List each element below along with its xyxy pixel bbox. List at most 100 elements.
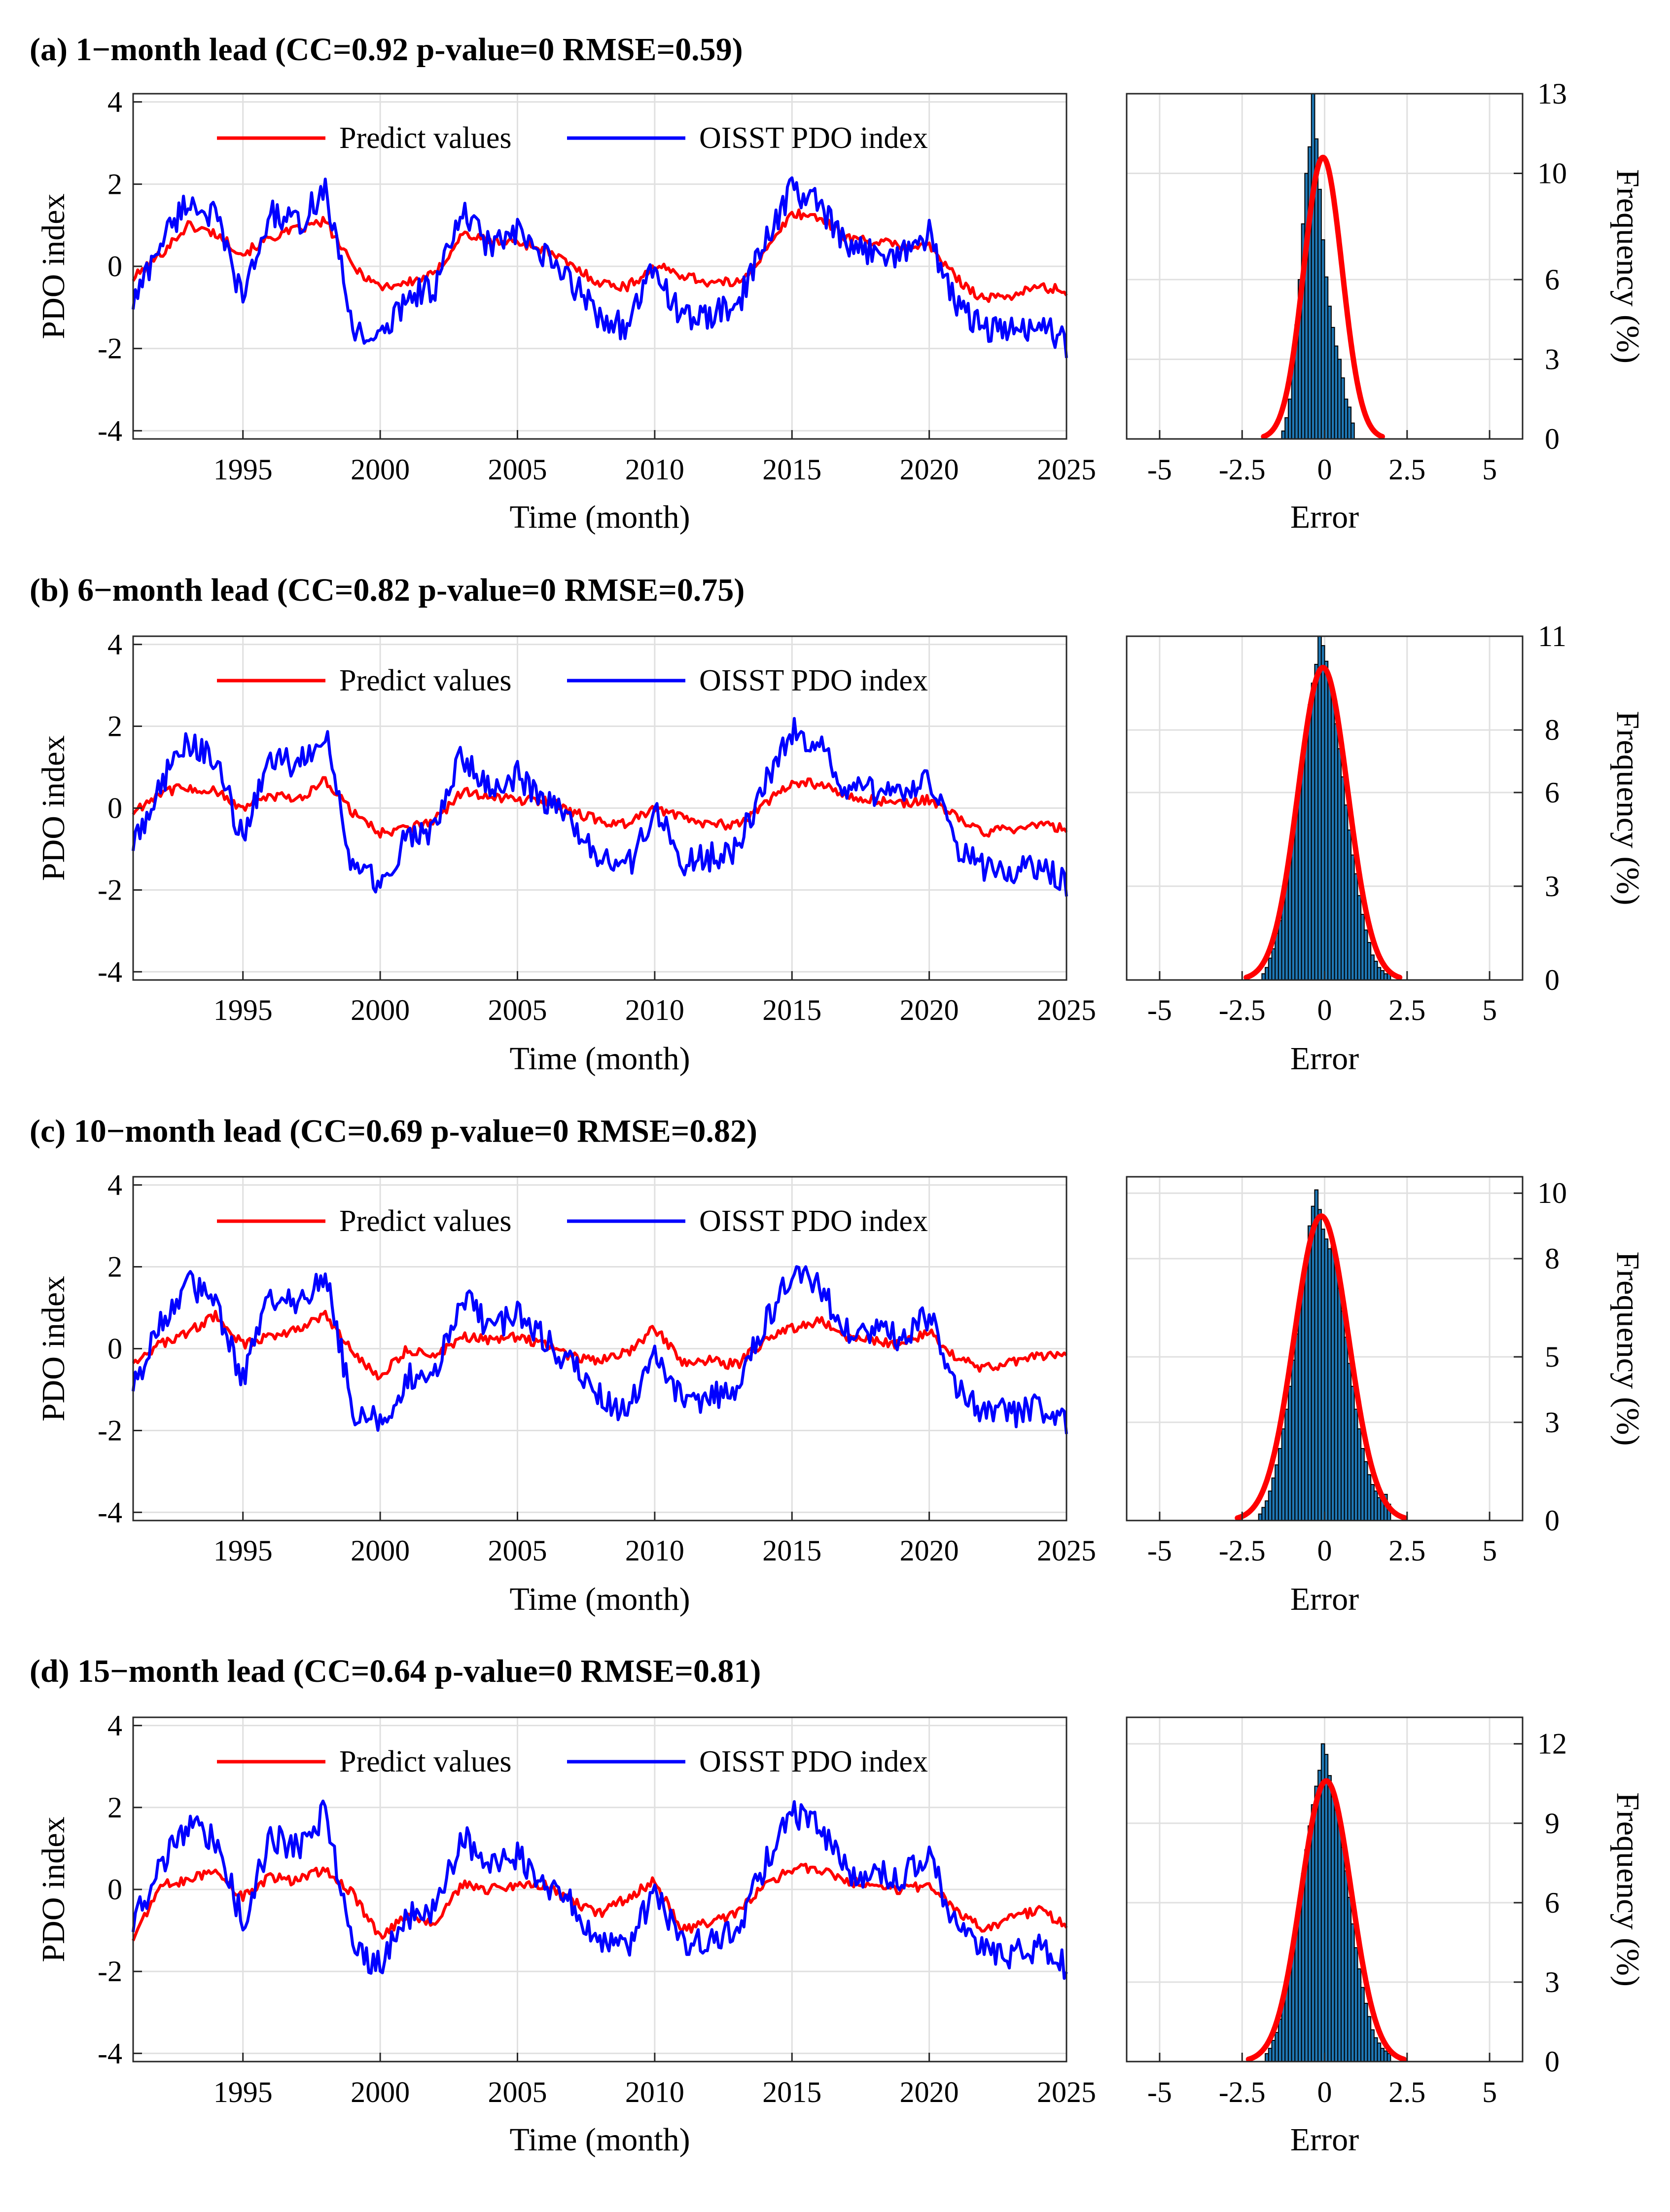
histogram-bar xyxy=(1330,326,1335,439)
histogram-bar xyxy=(1324,1238,1329,1521)
histogram-bar xyxy=(1363,929,1368,980)
predict-values-line xyxy=(132,776,1068,839)
x-tick-label: 2000 xyxy=(351,2076,410,2108)
histogram-bar xyxy=(1284,882,1289,981)
y-axis-label: PDO index xyxy=(36,1276,71,1421)
legend: Predict values OISST PDO index xyxy=(217,1745,928,1778)
hist-x-tick-label: 0 xyxy=(1317,2076,1332,2108)
histogram-bar xyxy=(1320,1229,1325,1521)
error-histogram: -5 -2.5 0 2.5 5 0 3 6 9 12 Error Frequency (%) xyxy=(1126,1716,1646,2158)
x-tick-label: 2020 xyxy=(900,453,959,486)
y-tick-label: 0 xyxy=(107,1333,122,1365)
histogram-bar xyxy=(1317,1770,1322,2062)
histogram-bar xyxy=(1360,913,1365,981)
histogram-bar xyxy=(1314,664,1319,980)
histogram-bar xyxy=(1314,1785,1319,2063)
x-tick-label: 2025 xyxy=(1037,994,1096,1026)
x-tick-label: 2020 xyxy=(900,1534,959,1567)
histogram-bar xyxy=(1320,645,1325,980)
x-tick-label: 2015 xyxy=(762,453,821,486)
histogram-bar xyxy=(1340,1310,1345,1521)
legend-label-predict: Predict values xyxy=(339,664,512,697)
error-histogram: -5 -2.5 0 2.5 5 0 3 6 8 11 Error Frequency (%) xyxy=(1126,620,1646,1077)
histogram-bar xyxy=(1383,2050,1388,2062)
time-series-chart: 1995 2000 2005 2010 2015 2020 2025 -4 -2 0 2 4 Time … xyxy=(36,1169,1096,1617)
histogram-bar xyxy=(1377,967,1382,980)
histogram-bar xyxy=(1304,1255,1309,1521)
histogram-bar xyxy=(1337,359,1342,440)
y-tick-label: -4 xyxy=(98,1496,122,1528)
histogram-bar xyxy=(1311,1205,1315,1522)
histogram-bar xyxy=(1268,2048,1273,2062)
hist-y-tick-label: 11 xyxy=(1538,620,1566,653)
hist-x-axis-label: Error xyxy=(1290,2122,1359,2158)
histogram-bar xyxy=(1386,2053,1391,2062)
panel-a: (a) 1−month lead (CC=0.92 p-value=0 RMSE… xyxy=(30,32,1646,535)
hist-x-tick-label: 0 xyxy=(1317,994,1332,1026)
histogram-bar xyxy=(1334,345,1339,439)
histogram-bar xyxy=(1258,1513,1263,1522)
panel-title: (c) 10−month lead (CC=0.69 p-value=0 RMS… xyxy=(30,1113,757,1149)
hist-y-tick-label: 0 xyxy=(1545,2045,1560,2078)
histogram-bar xyxy=(1324,276,1329,439)
hist-x-tick-label: 2.5 xyxy=(1388,994,1425,1026)
time-series-chart: 1995 2000 2005 2010 2015 2020 2025 -4 -2 0 2 4 Time … xyxy=(36,86,1096,535)
hist-y-axis-label: Frequency (%) xyxy=(1610,1792,1646,1987)
histogram-bar xyxy=(1357,1968,1362,2062)
histogram-bar xyxy=(1278,920,1282,981)
normal-fit-curve xyxy=(1245,1778,1407,2062)
histogram-bar xyxy=(1340,776,1345,980)
y-tick-label: 2 xyxy=(107,1251,122,1283)
x-tick-label: 2005 xyxy=(488,1534,547,1567)
legend-label-oisst: OISST PDO index xyxy=(699,1745,928,1778)
legend: Predict values OISST PDO index xyxy=(217,121,928,155)
legend: Predict values OISST PDO index xyxy=(217,664,928,697)
hist-y-tick-label: 6 xyxy=(1545,1886,1560,1919)
hist-x-tick-label: 0 xyxy=(1317,453,1332,486)
hist-y-tick-label: 0 xyxy=(1545,964,1560,996)
normal-fit-curve xyxy=(1244,664,1403,980)
histogram-bar xyxy=(1350,422,1355,440)
hist-x-tick-label: -2.5 xyxy=(1219,453,1266,486)
histogram-bar xyxy=(1367,942,1372,980)
x-tick-label: 2010 xyxy=(625,453,684,486)
histogram-bar xyxy=(1360,1448,1365,1522)
histogram-bar xyxy=(1370,2029,1375,2063)
histogram-bar xyxy=(1278,2019,1282,2062)
x-tick-label: 1995 xyxy=(213,1534,273,1567)
histogram-bar xyxy=(1340,1847,1345,2062)
panel-title: (b) 6−month lead (CC=0.82 p-value=0 RMSE… xyxy=(30,572,745,608)
histogram-bar xyxy=(1261,1507,1266,1521)
hist-x-tick-label: -2.5 xyxy=(1219,2076,1266,2108)
histogram-bar xyxy=(1308,1825,1312,2062)
y-tick-label: -4 xyxy=(98,414,122,447)
histogram-bar xyxy=(1337,1287,1342,1522)
time-series-chart: 1995 2000 2005 2010 2015 2020 2025 -4 -2 0 2 4 Time … xyxy=(36,628,1096,1077)
hist-y-tick-label: 13 xyxy=(1537,77,1567,110)
y-axis-label: PDO index xyxy=(36,193,71,339)
histogram-bar xyxy=(1287,399,1292,440)
hist-y-tick-label: 12 xyxy=(1537,1728,1567,1760)
histogram-bar xyxy=(1330,1245,1335,1521)
x-tick-label: 2015 xyxy=(762,1534,821,1567)
histogram-bar xyxy=(1334,1265,1339,1521)
y-tick-label: 4 xyxy=(107,1169,122,1201)
histogram-bar xyxy=(1327,679,1332,980)
histogram-bar xyxy=(1370,1484,1375,1522)
x-tick-label: 2005 xyxy=(488,2076,547,2108)
x-tick-label: 1995 xyxy=(213,2076,273,2108)
histogram-bar xyxy=(1308,704,1312,980)
hist-x-tick-label: -2.5 xyxy=(1219,1534,1266,1567)
histogram-bar xyxy=(1347,406,1352,440)
hist-y-tick-label: 5 xyxy=(1545,1341,1560,1373)
histogram-bar xyxy=(1271,2040,1276,2063)
hist-x-tick-label: -5 xyxy=(1147,453,1172,486)
histogram-bar xyxy=(1261,973,1266,980)
hist-x-tick-label: 5 xyxy=(1482,453,1497,486)
histogram-bar xyxy=(1284,1409,1289,1521)
hist-y-tick-label: 6 xyxy=(1545,776,1560,809)
hist-x-tick-label: -5 xyxy=(1147,2076,1172,2108)
histogram-bar xyxy=(1350,1385,1355,1522)
histogram-bar xyxy=(1281,1428,1286,1521)
